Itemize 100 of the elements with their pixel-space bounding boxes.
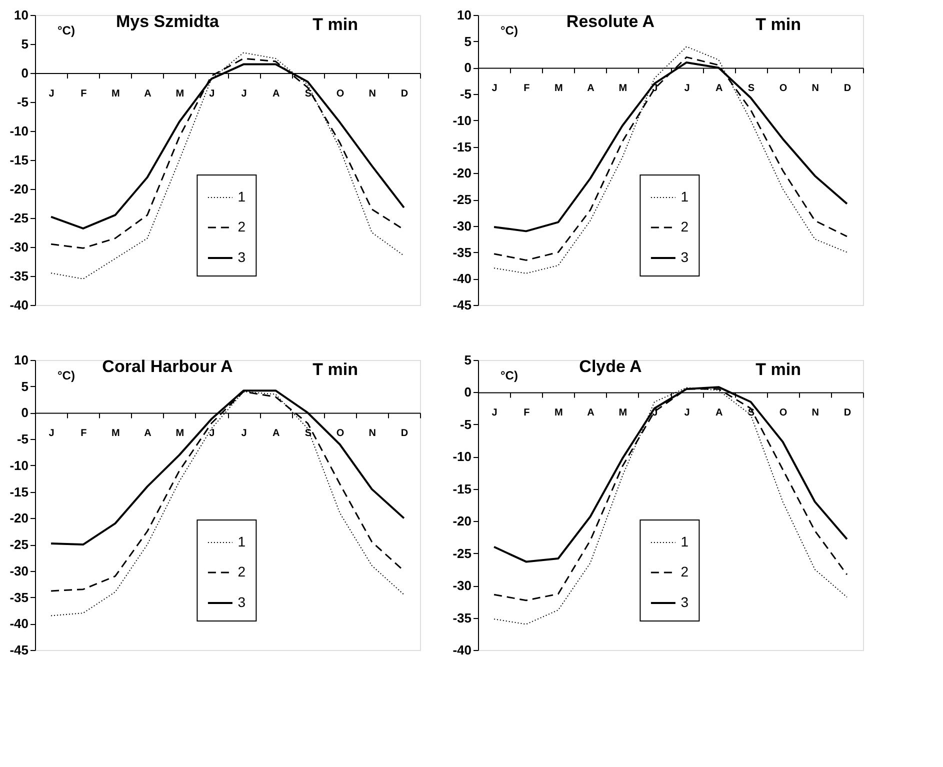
chart-title: Resolute A [566, 12, 655, 31]
x-tick-label: F [524, 408, 530, 419]
x-tick-label: J [48, 88, 54, 100]
y-tick-label: -45 [452, 298, 472, 312]
x-tick-label: J [209, 428, 215, 440]
y-tick-label: -40 [10, 298, 28, 312]
x-tick-label: S [304, 428, 312, 440]
chart-title: Coral Harbour A [102, 357, 233, 376]
y-tick-label: -20 [452, 514, 472, 529]
y-tick-label: -25 [10, 210, 28, 226]
y-tick-label: 0 [21, 405, 28, 420]
x-tick-label: J [684, 83, 690, 94]
y-tick-label: -35 [452, 244, 472, 260]
y-tick-label: 5 [21, 378, 28, 394]
y-tick-label: -40 [452, 642, 472, 658]
x-tick-label: A [716, 83, 723, 94]
y-tick-label: -15 [452, 481, 472, 496]
x-tick-label: F [80, 88, 87, 100]
x-tick-label: A [144, 428, 152, 440]
x-tick-label: A [587, 408, 594, 419]
x-tick-label: A [272, 428, 280, 440]
y-tick-label: -15 [10, 152, 28, 168]
x-tick-label: M [554, 408, 563, 419]
legend-label: 1 [680, 534, 689, 550]
y-tick-label: -20 [10, 510, 28, 526]
x-tick-label: A [716, 408, 723, 419]
y-tick-label: -45 [10, 642, 28, 658]
x-tick-label: O [336, 428, 344, 440]
y-tick-label: -25 [452, 546, 472, 561]
y-tick-label: -5 [16, 94, 28, 110]
x-tick-label: O [779, 408, 788, 419]
x-tick-label: F [80, 428, 87, 440]
x-tick-label: J [492, 408, 498, 419]
legend-label: 1 [238, 534, 246, 550]
y-tick-label: -35 [452, 610, 472, 626]
x-tick-label: J [241, 428, 247, 440]
x-tick-label: A [144, 88, 152, 100]
y-tick-label: -25 [10, 537, 28, 552]
x-tick-label: J [241, 88, 247, 100]
x-tick-label: J [209, 88, 215, 100]
x-tick-label: N [368, 88, 376, 100]
y-tick-label: -20 [10, 182, 28, 196]
y-tick-label: -10 [10, 458, 28, 473]
x-tick-label: A [272, 88, 280, 100]
y-axis-title: °C) [500, 368, 518, 382]
x-tick-label: J [492, 83, 498, 94]
y-tick-label: -15 [452, 139, 472, 154]
x-tick-label: N [368, 428, 376, 440]
x-tick-label: M [618, 408, 628, 419]
y-tick-label: 0 [464, 60, 472, 76]
y-tick-label: -35 [10, 268, 28, 284]
y-tick-label: -10 [452, 449, 472, 464]
x-tick-label: O [336, 88, 344, 100]
legend-label: 2 [238, 564, 246, 580]
x-tick-label: M [618, 83, 628, 94]
x-tick-label: M [112, 88, 120, 100]
y-tick-label: -40 [10, 616, 28, 632]
x-tick-label: N [812, 408, 819, 419]
y-tick-label: -30 [10, 563, 28, 578]
y-tick-label: 5 [21, 36, 28, 52]
x-tick-label: S [304, 88, 312, 100]
legend-label: 3 [680, 594, 689, 610]
x-tick-label: O [779, 83, 788, 94]
x-tick-label: S [748, 83, 755, 94]
y-tick-label: 5 [464, 352, 472, 368]
y-tick-label: 10 [14, 8, 28, 22]
x-tick-label: D [844, 83, 852, 94]
x-tick-label: D [844, 408, 852, 419]
y-tick-label: -30 [452, 218, 472, 234]
y-tick-label: 10 [14, 352, 28, 368]
y-tick-label: -35 [10, 590, 28, 605]
y-tick-label: 10 [457, 8, 472, 22]
legend-label: 2 [680, 564, 689, 580]
y-tick-label: -10 [10, 124, 28, 138]
legend-label: 3 [680, 249, 689, 265]
y-tick-label: -30 [10, 240, 28, 254]
y-tick-label: -40 [452, 271, 472, 286]
legend-label: 3 [238, 594, 246, 610]
y-tick-label: -15 [10, 484, 28, 500]
x-tick-label: F [524, 83, 530, 94]
x-tick-label: J [48, 428, 54, 440]
x-tick-label: M [112, 428, 120, 440]
y-tick-label: -5 [16, 432, 28, 447]
legend-label: 2 [238, 218, 246, 234]
y-tick-label: -25 [452, 192, 472, 208]
x-tick-label: D [400, 88, 408, 100]
y-tick-label: -5 [460, 86, 472, 102]
x-tick-label: M [176, 428, 184, 440]
legend-label: 1 [238, 188, 246, 204]
y-tick-label: 0 [21, 66, 28, 80]
y-tick-label: -20 [452, 166, 472, 181]
x-tick-label: J [684, 408, 690, 419]
annotation: T min [312, 15, 358, 34]
y-tick-label: 5 [464, 34, 472, 49]
y-axis-title: °C) [58, 24, 75, 38]
y-axis-title: °C) [500, 24, 518, 38]
legend-label: 3 [238, 249, 246, 265]
x-tick-label: N [812, 83, 819, 94]
annotation: T min [756, 15, 801, 34]
y-tick-label: 0 [464, 384, 472, 400]
